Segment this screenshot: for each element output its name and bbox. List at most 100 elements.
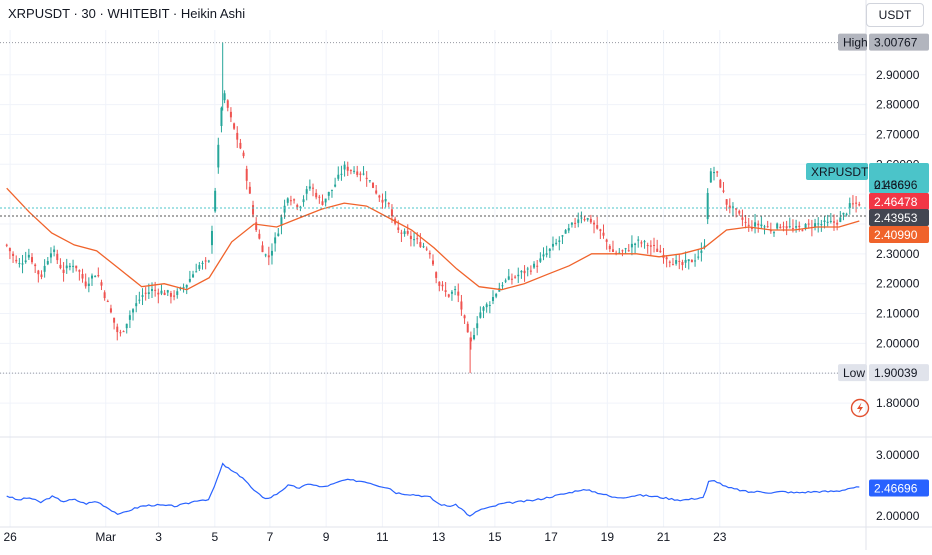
candle-body <box>135 303 138 307</box>
candle-body <box>229 111 232 118</box>
candle-body <box>43 265 46 272</box>
candle-body <box>390 209 393 217</box>
price-tag: 2.40990 <box>874 228 918 242</box>
candle-body <box>166 290 169 293</box>
candle-body <box>694 260 697 262</box>
candle-body <box>18 263 21 265</box>
candle-body <box>147 292 150 295</box>
candle-body <box>558 240 561 242</box>
candle-body <box>536 265 539 267</box>
candle-body <box>567 228 570 231</box>
candle-body <box>665 257 668 260</box>
candle-body <box>422 246 425 248</box>
candle-body <box>261 245 264 253</box>
low-label: Low <box>843 366 865 380</box>
candle-body <box>343 164 346 170</box>
candle-body <box>207 260 210 262</box>
x-tick-label: 5 <box>211 530 218 544</box>
candle-body <box>277 233 280 237</box>
candle-body <box>580 217 583 219</box>
candle-body <box>435 272 438 278</box>
candle-body <box>381 199 384 203</box>
candle-body <box>330 189 333 191</box>
candle-body <box>574 222 577 224</box>
candle-body <box>473 335 476 340</box>
candle-body <box>128 315 131 320</box>
candle-body <box>113 317 116 323</box>
y-tick-label: 2.00000 <box>876 336 920 350</box>
candle-body <box>346 166 349 171</box>
candle-body <box>220 107 223 127</box>
candle-body <box>836 222 839 225</box>
candle-body <box>441 284 444 287</box>
candle-body <box>804 224 807 229</box>
candle-body <box>444 290 447 292</box>
candle-body <box>832 221 835 223</box>
candle-body <box>299 206 302 208</box>
candle-body <box>53 249 56 252</box>
last-price-value: 2.46696 <box>874 178 918 192</box>
candle-body <box>713 172 716 174</box>
candle-body <box>596 225 599 229</box>
candle-body <box>529 270 532 272</box>
candle-body <box>564 230 567 234</box>
candle-body <box>397 227 400 230</box>
currency-button[interactable]: USDT <box>866 3 924 27</box>
candle-body <box>239 142 242 149</box>
candle-body <box>485 304 488 308</box>
candle-body <box>296 204 299 208</box>
candle-body <box>308 186 311 189</box>
candle-body <box>533 263 536 268</box>
candle-body <box>630 243 633 248</box>
candle-body <box>8 248 11 252</box>
candle-body <box>649 245 652 247</box>
candle-body <box>773 232 776 234</box>
candle-body <box>839 217 842 223</box>
candle-body <box>782 226 785 228</box>
candle-body <box>270 250 273 256</box>
candle-body <box>160 290 163 294</box>
candle-body <box>321 201 324 205</box>
candle-body <box>368 180 371 182</box>
candle-body <box>545 253 548 255</box>
candle-body <box>119 332 122 334</box>
candle-body <box>176 291 179 295</box>
candle-body <box>340 173 343 175</box>
candle-body <box>286 198 289 203</box>
candle-body <box>109 308 112 313</box>
candle-body <box>252 205 255 215</box>
candle-body <box>454 289 457 291</box>
candle-body <box>157 292 160 295</box>
candle-body <box>551 243 554 247</box>
x-tick-label: 26 <box>3 530 17 544</box>
candle-body <box>523 270 526 274</box>
candle-body <box>463 315 466 319</box>
candle-body <box>438 281 441 286</box>
candles-group <box>5 42 861 374</box>
candle-body <box>100 282 103 286</box>
candle-body <box>59 264 62 269</box>
candle-body <box>491 297 494 301</box>
candle-body <box>236 132 239 140</box>
candle-body <box>315 192 318 198</box>
candle-body <box>823 220 826 222</box>
candle-body <box>757 223 760 226</box>
x-tick-label: Mar <box>95 530 116 544</box>
candle-body <box>242 152 245 157</box>
candle-body <box>482 307 485 311</box>
candle-body <box>510 278 513 280</box>
low-value: 1.90039 <box>874 366 918 380</box>
candle-body <box>406 231 409 234</box>
candle-body <box>365 177 368 180</box>
candle-body <box>795 226 798 228</box>
candle-body <box>678 260 681 262</box>
price-tag-bg <box>869 226 929 243</box>
candle-body <box>84 281 87 287</box>
candle-body <box>611 249 614 252</box>
candle-body <box>514 276 517 278</box>
lightning-icon[interactable] <box>850 398 870 418</box>
moving-average-line <box>6 187 860 291</box>
candle-body <box>744 221 747 223</box>
